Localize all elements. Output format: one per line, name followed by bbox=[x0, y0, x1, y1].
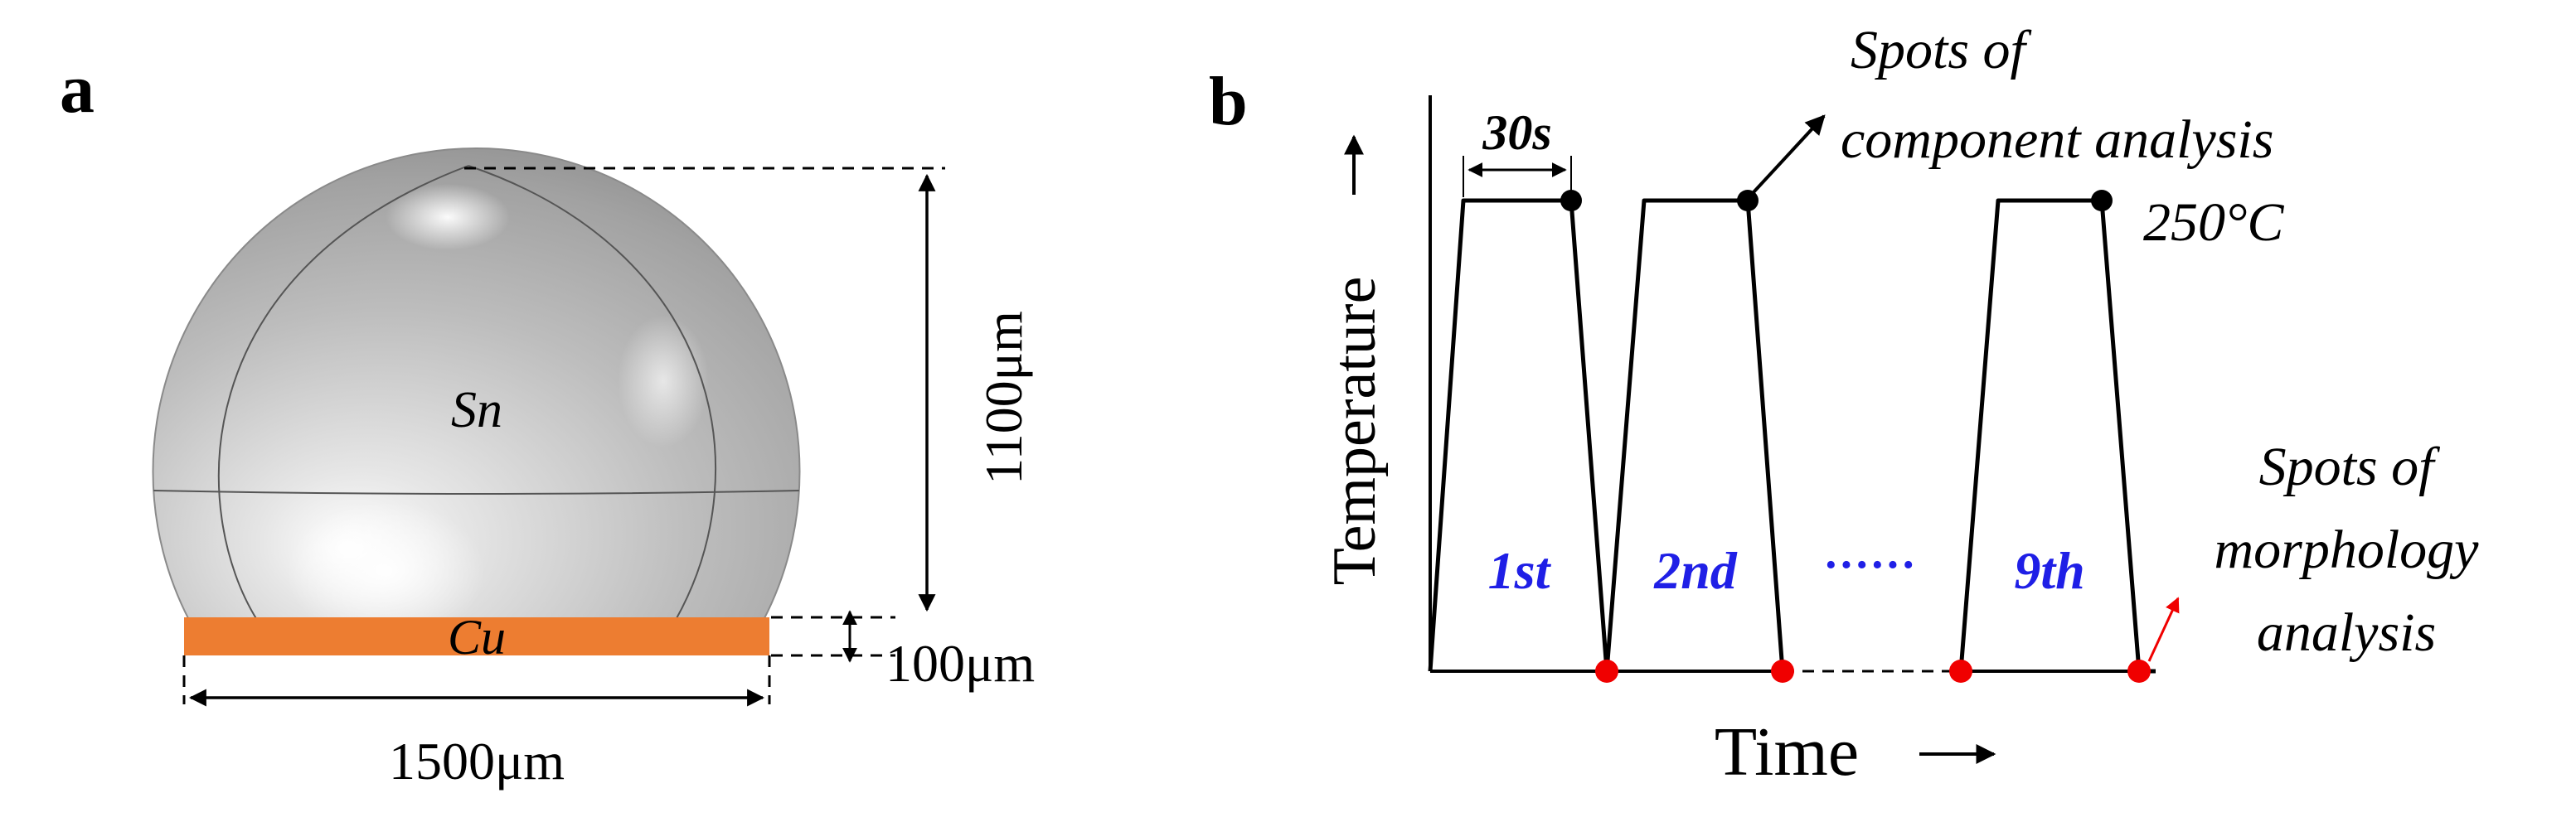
morphology-spot-2 bbox=[1771, 660, 1794, 683]
cycle-label-9th: 9th bbox=[2014, 541, 2084, 600]
cu-label: Cu bbox=[448, 610, 506, 665]
panel-a-label: a bbox=[60, 51, 95, 128]
panel-b-label: b bbox=[1209, 63, 1248, 140]
cu-substrate bbox=[184, 617, 769, 655]
component-spot-2 bbox=[1737, 190, 1759, 211]
cycle-label-1st: 1st bbox=[1488, 541, 1552, 600]
component-spot-1 bbox=[1560, 190, 1582, 211]
width-dimension-label: 1500μm bbox=[389, 732, 565, 791]
peak-temperature-label: 250°C bbox=[2143, 192, 2284, 253]
morphology-annotation-line1: Spots of bbox=[2259, 437, 2441, 497]
morphology-annotation-arrow bbox=[2147, 597, 2180, 662]
y-axis-label: Temperature bbox=[1321, 277, 1389, 586]
y-axis-label-group: Temperature bbox=[1321, 134, 1389, 586]
component-annotation-line1: Spots of bbox=[1851, 20, 2032, 80]
dimension-guides bbox=[182, 167, 945, 704]
component-annotation-arrow bbox=[1752, 114, 1826, 194]
thickness-dimension-label: 100μm bbox=[885, 634, 1035, 693]
morphology-spot-9 bbox=[2127, 660, 2151, 683]
hold-time-label: 30s bbox=[1482, 105, 1551, 160]
component-annotation-line2: component analysis bbox=[1841, 109, 2273, 170]
sn-label: Sn bbox=[451, 382, 502, 438]
cycle-ellipsis: ······ bbox=[1823, 539, 1916, 591]
height-dimension-label: 1100μm bbox=[974, 311, 1033, 485]
morphology-annotation-line2: morphology bbox=[2215, 520, 2480, 580]
morphology-spot-3 bbox=[1949, 660, 1972, 683]
panel-b: b 30s Spots of component analysis 250°C bbox=[1209, 20, 2479, 791]
cycle-label-2nd: 2nd bbox=[1653, 541, 1738, 600]
panel-a: a Sn Cu bbox=[60, 51, 1035, 791]
component-spot-9 bbox=[2091, 190, 2113, 211]
temperature-profile bbox=[1428, 198, 1785, 674]
x-axis-label: Time bbox=[1715, 713, 1859, 791]
temperature-profile-9th bbox=[1958, 198, 2156, 674]
morphology-annotation-line3: analysis bbox=[2257, 602, 2436, 663]
sn-sphere bbox=[152, 147, 801, 621]
morphology-spot-1 bbox=[1595, 660, 1618, 683]
